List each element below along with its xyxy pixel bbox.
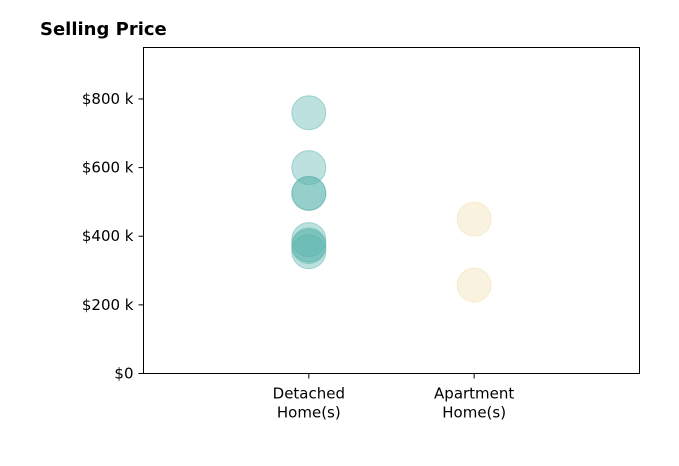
x-axis: Detached Home(s) Apartment Home(s) — [273, 373, 514, 422]
y-tick-label: $0 — [114, 365, 133, 383]
data-point — [456, 267, 492, 303]
y-axis: $0 $200 k $400 k $600 k $800 k — [82, 90, 144, 383]
data-point — [456, 201, 492, 237]
plot-area-frame — [143, 47, 640, 374]
data-point — [291, 229, 327, 265]
y-tick-label: $600 k — [82, 159, 134, 177]
data-point — [291, 175, 327, 211]
chart-title: Selling Price — [40, 19, 167, 40]
x-tick-label: Apartment Home(s) — [434, 385, 514, 422]
data-point — [291, 234, 327, 270]
y-tick-label: $800 k — [82, 90, 134, 108]
x-tick-label: Detached Home(s) — [273, 385, 345, 422]
y-tick-label: $400 k — [82, 227, 134, 245]
data-point — [291, 95, 327, 131]
data-points — [291, 95, 492, 303]
y-tick-label: $200 k — [82, 296, 134, 314]
data-point — [291, 150, 327, 186]
data-point — [291, 222, 327, 258]
